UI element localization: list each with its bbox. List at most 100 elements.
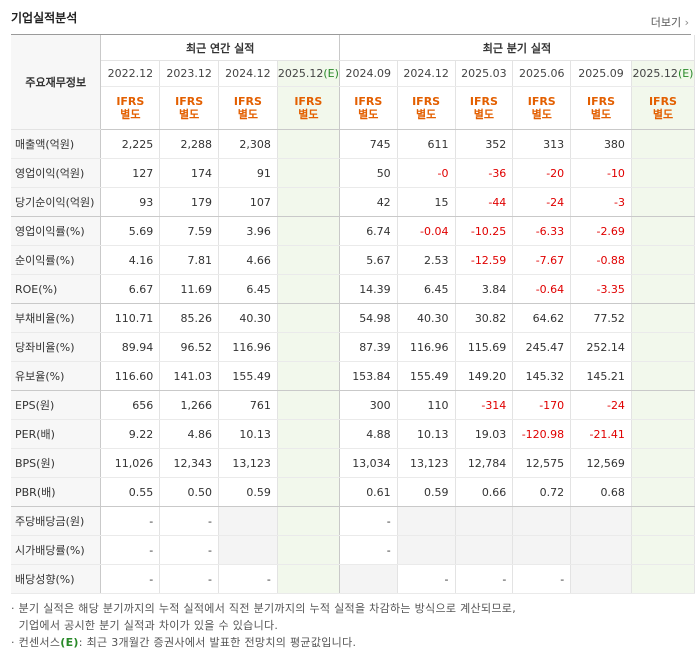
value-cell bbox=[631, 332, 695, 362]
value-cell: 13,123 bbox=[218, 448, 278, 478]
value-cell: 153.84 bbox=[339, 361, 398, 391]
value-cell: 6.74 bbox=[339, 216, 398, 246]
value-cell: - bbox=[397, 564, 456, 594]
ifrs-basis-label: IFRS 별도 bbox=[277, 86, 340, 130]
value-cell: 40.30 bbox=[218, 303, 278, 333]
value-cell: -120.98 bbox=[512, 419, 572, 449]
value-cell: 110.71 bbox=[100, 303, 161, 333]
value-cell bbox=[631, 535, 695, 565]
quarter-group-header: 최근 분기 실적 bbox=[339, 35, 695, 61]
period-header: 2024.12 bbox=[397, 60, 456, 87]
value-cell: -10.25 bbox=[455, 216, 514, 246]
ifrs-basis-label: IFRS 별도 bbox=[339, 86, 398, 130]
value-cell: 5.67 bbox=[339, 245, 398, 275]
value-cell: 54.98 bbox=[339, 303, 398, 333]
top-rule bbox=[11, 34, 691, 35]
annual-group-header: 최근 연간 실적 bbox=[100, 35, 340, 61]
period-header: 2022.12 bbox=[100, 60, 161, 87]
table-row: 당좌비율(%) 89.94 96.52 116.96 87.39 116.96 115.69… bbox=[11, 332, 695, 362]
value-cell: 13,034 bbox=[339, 448, 398, 478]
value-cell bbox=[631, 303, 695, 333]
value-cell bbox=[277, 158, 340, 188]
value-cell bbox=[218, 506, 278, 536]
table-row: 영업이익(억원) 127 174 91 50 -0 -36 -20 -10 bbox=[11, 158, 695, 188]
value-cell: 87.39 bbox=[339, 332, 398, 362]
value-cell: 300 bbox=[339, 390, 398, 420]
value-cell bbox=[570, 506, 632, 536]
table-row: 시가배당률(%) - - - bbox=[11, 535, 695, 565]
financial-table: 주요재무정보 최근 연간 실적 최근 분기 실적 2022.12 2023.12 2… bbox=[11, 35, 695, 594]
ifrs-basis-label: IFRS 별도 bbox=[159, 86, 220, 130]
value-cell: 4.16 bbox=[100, 245, 161, 275]
value-cell bbox=[512, 506, 572, 536]
value-cell: 40.30 bbox=[397, 303, 456, 333]
value-cell bbox=[455, 535, 514, 565]
value-cell: 0.55 bbox=[100, 477, 161, 507]
period-header: 2024.09 bbox=[339, 60, 398, 87]
value-cell bbox=[277, 216, 340, 246]
ifrs-basis-label: IFRS 별도 bbox=[512, 86, 572, 130]
ifrs-basis-label: IFRS 별도 bbox=[100, 86, 161, 130]
value-cell bbox=[277, 245, 340, 275]
value-cell: 6.45 bbox=[397, 274, 456, 304]
value-cell bbox=[277, 187, 340, 217]
value-cell bbox=[631, 361, 695, 391]
footnote-2: · 컨센서스(E): 최근 3개월간 증권사에서 발표한 전망치의 평균값입니다… bbox=[11, 636, 357, 649]
value-cell: 12,575 bbox=[512, 448, 572, 478]
more-link[interactable]: 더보기 bbox=[651, 14, 689, 30]
period-header: 2025.12(E) bbox=[631, 60, 695, 87]
value-cell: 15 bbox=[397, 187, 456, 217]
value-cell bbox=[277, 332, 340, 362]
value-cell: 0.59 bbox=[218, 477, 278, 507]
value-cell: 1,266 bbox=[159, 390, 220, 420]
table-row: PBR(배) 0.55 0.50 0.59 0.61 0.59 0.66 0.72 0.68 bbox=[11, 477, 695, 507]
value-cell: - bbox=[218, 564, 278, 594]
value-cell: 30.82 bbox=[455, 303, 514, 333]
value-cell: -3.35 bbox=[570, 274, 632, 304]
row-label: 당기순이익(억원) bbox=[11, 187, 102, 217]
table-row: 영업이익률(%) 5.69 7.59 3.96 6.74 -0.04 -10.25 -6.33… bbox=[11, 216, 695, 246]
value-cell: 6.67 bbox=[100, 274, 161, 304]
value-cell: -7.67 bbox=[512, 245, 572, 275]
value-cell bbox=[631, 477, 695, 507]
value-cell: 96.52 bbox=[159, 332, 220, 362]
row-label: BPS(원) bbox=[11, 448, 102, 478]
value-cell bbox=[277, 419, 340, 449]
value-cell: 0.50 bbox=[159, 477, 220, 507]
value-cell: 14.39 bbox=[339, 274, 398, 304]
value-cell bbox=[631, 158, 695, 188]
value-cell bbox=[277, 274, 340, 304]
value-cell bbox=[277, 129, 340, 159]
value-cell: -170 bbox=[512, 390, 572, 420]
value-cell: 245.47 bbox=[512, 332, 572, 362]
value-cell bbox=[570, 564, 632, 594]
table-row: 순이익률(%) 4.16 7.81 4.66 5.67 2.53 -12.59 -7.67 -0… bbox=[11, 245, 695, 275]
period-header: 2023.12 bbox=[159, 60, 220, 87]
period-header: 2025.09 bbox=[570, 60, 632, 87]
value-cell: - bbox=[100, 535, 161, 565]
row-label: 영업이익(억원) bbox=[11, 158, 102, 188]
table-row: BPS(원) 11,026 12,343 13,123 13,034 13,123 12,7… bbox=[11, 448, 695, 478]
ifrs-basis-label: IFRS 별도 bbox=[631, 86, 695, 130]
value-cell: 116.96 bbox=[218, 332, 278, 362]
value-cell: 2.53 bbox=[397, 245, 456, 275]
value-cell: 127 bbox=[100, 158, 161, 188]
value-cell bbox=[339, 564, 398, 594]
value-cell: 77.52 bbox=[570, 303, 632, 333]
row-label: 매출액(억원) bbox=[11, 129, 102, 159]
ifrs-basis-label: IFRS 별도 bbox=[570, 86, 632, 130]
value-cell: 5.69 bbox=[100, 216, 161, 246]
value-cell: -24 bbox=[512, 187, 572, 217]
value-cell: 656 bbox=[100, 390, 161, 420]
value-cell: 4.86 bbox=[159, 419, 220, 449]
value-cell: 0.68 bbox=[570, 477, 632, 507]
row-label: PER(배) bbox=[11, 419, 102, 449]
value-cell bbox=[277, 448, 340, 478]
ifrs-basis-label: IFRS 별도 bbox=[218, 86, 278, 130]
row-label: 유보율(%) bbox=[11, 361, 102, 391]
value-cell: 19.03 bbox=[455, 419, 514, 449]
footnote-1-cont: 기업에서 공시한 분기 실적과 차이가 있을 수 있습니다. bbox=[18, 619, 279, 632]
table-row: 주당배당금(원) - - - bbox=[11, 506, 695, 536]
value-cell: 10.13 bbox=[218, 419, 278, 449]
